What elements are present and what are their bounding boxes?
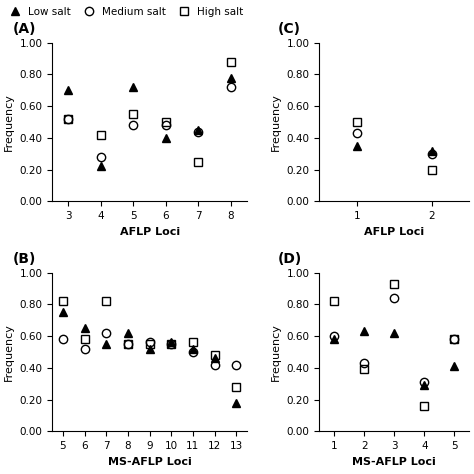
Y-axis label: Frequency: Frequency xyxy=(271,93,281,151)
X-axis label: AFLP Loci: AFLP Loci xyxy=(119,227,180,237)
Text: (A): (A) xyxy=(13,22,36,36)
X-axis label: MS-AFLP Loci: MS-AFLP Loci xyxy=(108,456,191,466)
Y-axis label: Frequency: Frequency xyxy=(4,323,14,381)
Text: (C): (C) xyxy=(277,22,301,36)
Legend: Low salt, Medium salt, High salt: Low salt, Medium salt, High salt xyxy=(0,2,248,21)
X-axis label: AFLP Loci: AFLP Loci xyxy=(364,227,424,237)
Y-axis label: Frequency: Frequency xyxy=(271,323,281,381)
X-axis label: MS-AFLP Loci: MS-AFLP Loci xyxy=(353,456,436,466)
Text: (B): (B) xyxy=(13,252,36,266)
Text: (D): (D) xyxy=(277,252,301,266)
Y-axis label: Frequency: Frequency xyxy=(4,93,14,151)
